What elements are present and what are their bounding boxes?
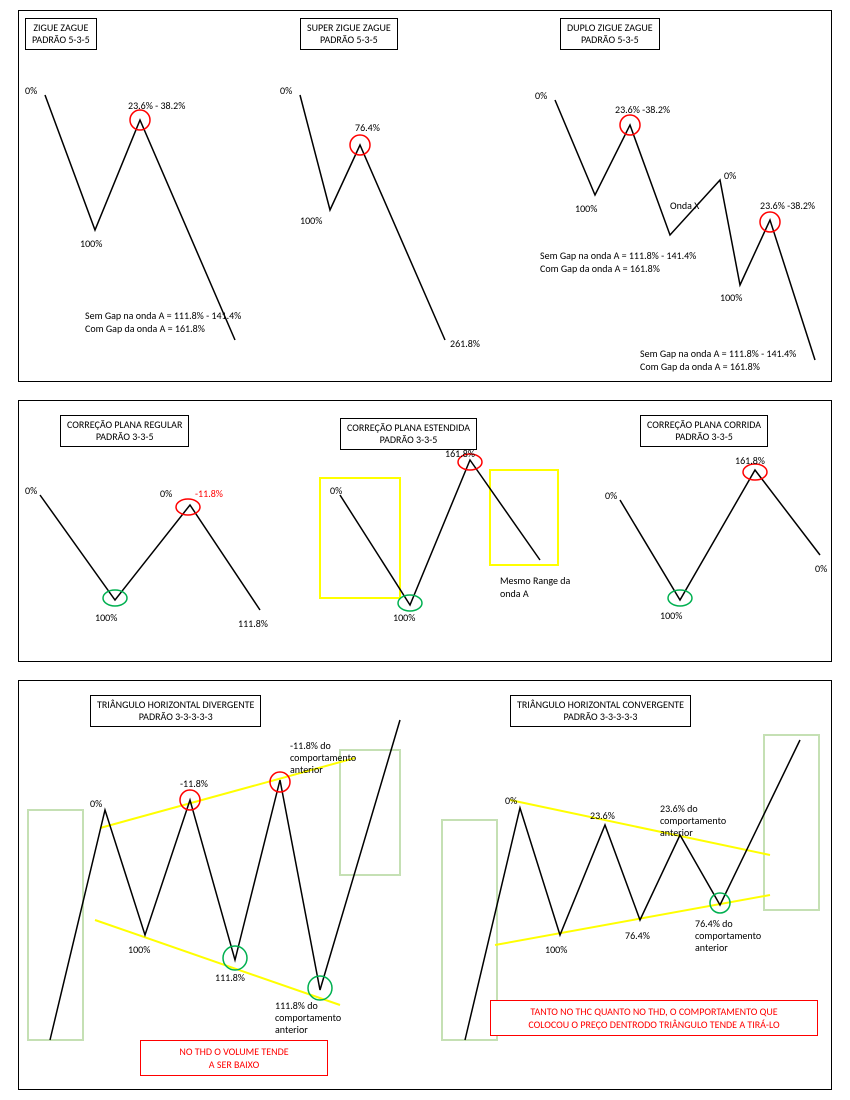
thd-neg2c: anterior xyxy=(290,764,323,776)
szz-title-l2: PADRÃO 5-3-5 xyxy=(320,33,378,46)
cpc-path xyxy=(620,470,820,600)
zz-gap1: Sem Gap na onda A = 111.8% - 141.4% xyxy=(85,310,241,322)
cpc-title-l2: PADRÃO 3-3-5 xyxy=(675,430,733,443)
cpe-title: CORREÇÃO PLANA ESTENDIDA PADRÃO 3-3-5 xyxy=(340,418,477,450)
cpe-title-l2: PADRÃO 3-3-5 xyxy=(380,433,438,446)
thc-h3b: comportamento xyxy=(695,930,761,942)
cpr-title-l2: PADRÃO 3-3-5 xyxy=(96,430,154,443)
cpr-ext: 111.8% xyxy=(238,618,268,630)
cpc-top: 161.8% xyxy=(735,455,765,467)
zz-path xyxy=(45,95,235,340)
zz-title: ZIGUE ZAGUE PADRÃO 5-3-5 xyxy=(25,18,97,50)
dzz-gap2a: Com Gap da onda A = 161.8% xyxy=(540,263,660,275)
thc-box-right xyxy=(764,735,819,910)
thc-title-l2: PADRÃO 3-3-3-3-3 xyxy=(564,710,638,723)
cpr-neg: -11.8% xyxy=(195,488,223,500)
dzz-retr2: 23.6% -38.2% xyxy=(760,200,815,212)
dzz-retr1: 23.6% -38.2% xyxy=(615,104,670,116)
cpr-path xyxy=(40,495,260,610)
dzz-gap2b: Com Gap da onda A = 161.8% xyxy=(640,361,760,373)
cpe-top: 161.8% xyxy=(445,448,475,460)
cpr-zero2: 0% xyxy=(160,488,172,500)
page: ZIGUE ZAGUE PADRÃO 5-3-5 SUPER ZIGUE ZAG… xyxy=(0,0,850,1100)
szz-zero: 0% xyxy=(280,85,292,97)
thd-neg1: -11.8% xyxy=(180,778,208,790)
dzz-hund1: 100% xyxy=(575,203,597,215)
thc-path xyxy=(465,740,800,1040)
zz-hund: 100% xyxy=(80,238,102,250)
cpc-zero2: 0% xyxy=(815,563,827,575)
thd-h2: 111.8% xyxy=(215,972,245,984)
dzz-gap1b: Sem Gap na onda A = 111.8% - 141.4% xyxy=(640,348,796,360)
thd-box-right xyxy=(340,750,400,875)
thc-note: TANTO NO THC QUANTO NO THD, O COMPORTAME… xyxy=(490,1000,818,1036)
szz-retr: 76.4% xyxy=(355,122,380,134)
cpe-hund: 100% xyxy=(393,612,415,624)
thd-note-l1: NO THD O VOLUME TENDE xyxy=(179,1045,288,1058)
cpe-range2: onda A xyxy=(500,588,529,600)
thd-note: NO THD O VOLUME TENDE A SER BAIXO xyxy=(140,1040,328,1076)
dzz-title-l2: PADRÃO 5-3-5 xyxy=(581,33,639,46)
thd-title-l2: PADRÃO 3-3-3-3-3 xyxy=(139,710,213,723)
thc-note-l1: TANTO NO THC QUANTO NO THD, O COMPORTAME… xyxy=(530,1005,777,1018)
cpe-range1: Mesmo Range da xyxy=(500,575,570,587)
thd-h3b: comportamento xyxy=(275,1012,341,1024)
thd-neg2a: -11.8% do xyxy=(290,740,331,752)
thd-note-l2: A SER BAIXO xyxy=(209,1058,259,1071)
thc-trend-down xyxy=(510,800,770,855)
dzz-gap1a: Sem Gap na onda A = 111.8% - 141.4% xyxy=(540,250,696,262)
cpc-title: CORREÇÃO PLANA CORRIDA PADRÃO 3-3-5 xyxy=(640,415,768,447)
thc-h3c: anterior xyxy=(695,942,728,954)
thc-r2a: 23.6% do xyxy=(660,803,698,815)
dzz-hund2: 100% xyxy=(720,292,742,304)
thd-neg2b: comportamento xyxy=(290,752,356,764)
zz-title-l2: PADRÃO 5-3-5 xyxy=(32,33,90,46)
thc-r2c: anterior xyxy=(660,827,693,839)
szz-title: SUPER ZIGUE ZAGUE PADRÃO 5-3-5 xyxy=(300,18,398,50)
thc-h3a: 76.4% do xyxy=(695,918,733,930)
thc-box-left xyxy=(442,820,497,1040)
thc-r1: 23.6% xyxy=(590,810,615,822)
cpr-hund: 100% xyxy=(95,612,117,624)
dzz-ondax: Onda X xyxy=(670,200,699,212)
cpr-green xyxy=(103,590,127,606)
cpc-zero: 0% xyxy=(605,490,617,502)
thd-trend-down xyxy=(95,920,340,1005)
thd-path xyxy=(50,720,400,1040)
thc-r2b: comportamento xyxy=(660,815,726,827)
zz-retr: 23.6% - 38.2% xyxy=(128,100,185,112)
szz-ext: 261.8% xyxy=(450,338,480,350)
thd-h1: 100% xyxy=(128,944,150,956)
szz-hund: 100% xyxy=(300,215,322,227)
cpc-green xyxy=(668,590,692,606)
thd-box-left xyxy=(28,810,83,1040)
dzz-zero1: 0% xyxy=(535,90,547,102)
thc-zero: 0% xyxy=(505,795,517,807)
thd-h3a: 111.8% do xyxy=(275,1000,318,1012)
cpe-green xyxy=(398,595,422,611)
thc-h2: 76.4% xyxy=(625,930,650,942)
thc-title: TRIÂNGULO HORIZONTAL CONVERGENTE PADRÃO … xyxy=(510,695,691,727)
cpe-yellowbox-2 xyxy=(490,470,558,565)
cpr-zero: 0% xyxy=(25,485,37,497)
cpc-hund: 100% xyxy=(660,610,682,622)
zz-zero: 0% xyxy=(25,85,37,97)
cpr-title: CORREÇÃO PLANA REGULAR PADRÃO 3-3-5 xyxy=(60,415,189,447)
dzz-title: DUPLO ZIGUE ZAGUE PADRÃO 5-3-5 xyxy=(560,18,660,50)
thc-note-l2: COLOCOU O PREÇO DENTRODO TRIÂNGULO TENDE… xyxy=(528,1018,779,1031)
cpe-zero: 0% xyxy=(330,485,342,497)
thd-title: TRIÂNGULO HORIZONTAL DIVERGENTE PADRÃO 3… xyxy=(90,695,261,727)
thd-zero: 0% xyxy=(90,798,102,810)
zz-gap2: Com Gap da onda A = 161.8% xyxy=(85,323,205,335)
thc-h1: 100% xyxy=(545,944,567,956)
dzz-zero2: 0% xyxy=(724,170,736,182)
thd-h3c: anterior xyxy=(275,1024,308,1036)
